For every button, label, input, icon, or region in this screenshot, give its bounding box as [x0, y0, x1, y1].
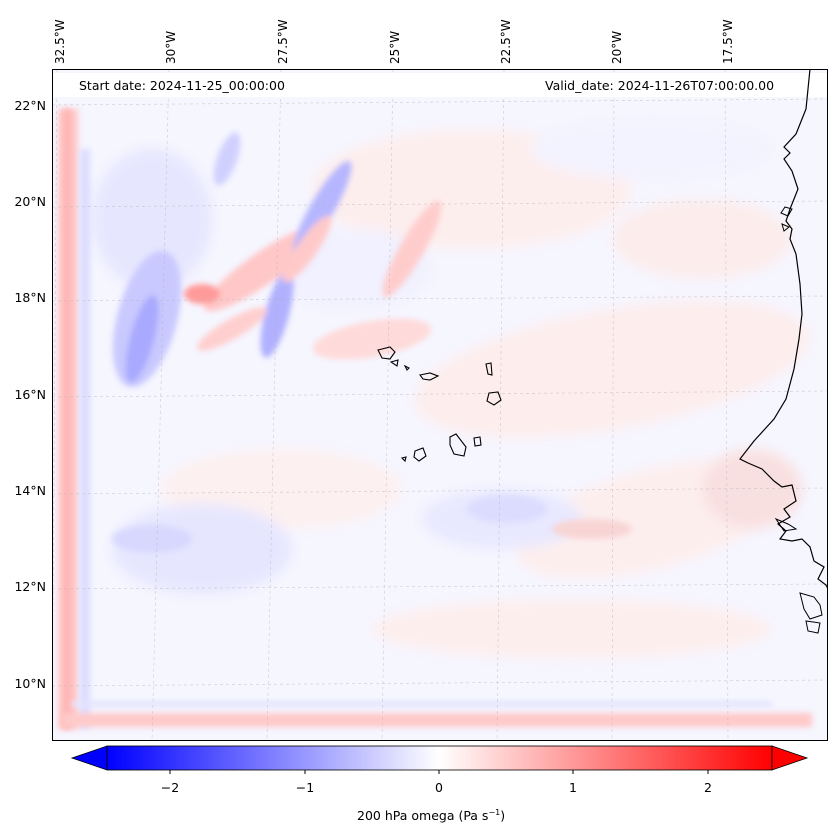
start-date-label: Start date: 2024-11-25_00:00:00 [79, 78, 285, 93]
lat-label-16n: 16°N [14, 387, 46, 402]
colorbar-low-extension [70, 745, 108, 771]
lon-label-25w: 25°W [388, 30, 402, 64]
colorbar-tick-2: 2 [704, 780, 712, 795]
colorbar-tick-neg1: −1 [295, 780, 315, 795]
lon-label-30w: 30°W [164, 30, 178, 64]
lat-label-18n: 18°N [14, 290, 46, 305]
lat-label-10n: 10°N [14, 676, 46, 691]
lon-label-20w: 20°W [610, 30, 624, 64]
lon-label-27-5w: 27.5°W [276, 19, 290, 64]
colorbar-tick-neg2: −2 [160, 780, 180, 795]
bottom-edge-band [62, 713, 812, 727]
lon-label-17-5w: 17.5°W [721, 19, 735, 64]
colorbar [70, 745, 809, 774]
lat-label-22n: 22°N [14, 98, 46, 113]
lon-label-22-5w: 22.5°W [499, 19, 513, 64]
colorbar-label-exponent: −1 [488, 808, 501, 817]
cape-verde-islands [377, 346, 502, 463]
colorbar-label-end: ) [500, 808, 506, 824]
colorbar-high-extension [771, 745, 809, 771]
colorbar-label: 200 hPa omega (Pa s−1) [357, 808, 505, 823]
lat-label-14n: 14°N [14, 483, 46, 498]
lon-label-32-5w: 32.5°W [53, 19, 67, 64]
lat-label-20n: 20°N [14, 194, 46, 209]
lat-label-12n: 12°N [14, 579, 46, 594]
colorbar-tick-0: 0 [435, 780, 443, 795]
colorbar-tick-1: 1 [569, 780, 577, 795]
valid-date-label: Valid_date: 2024-11-26T07:00:00.00 [545, 78, 775, 93]
africa-coastline [739, 69, 828, 741]
colorbar-label-main: 200 hPa omega (Pa s [357, 808, 489, 824]
colorbar-gradient [106, 745, 773, 771]
omega-map [52, 69, 828, 741]
